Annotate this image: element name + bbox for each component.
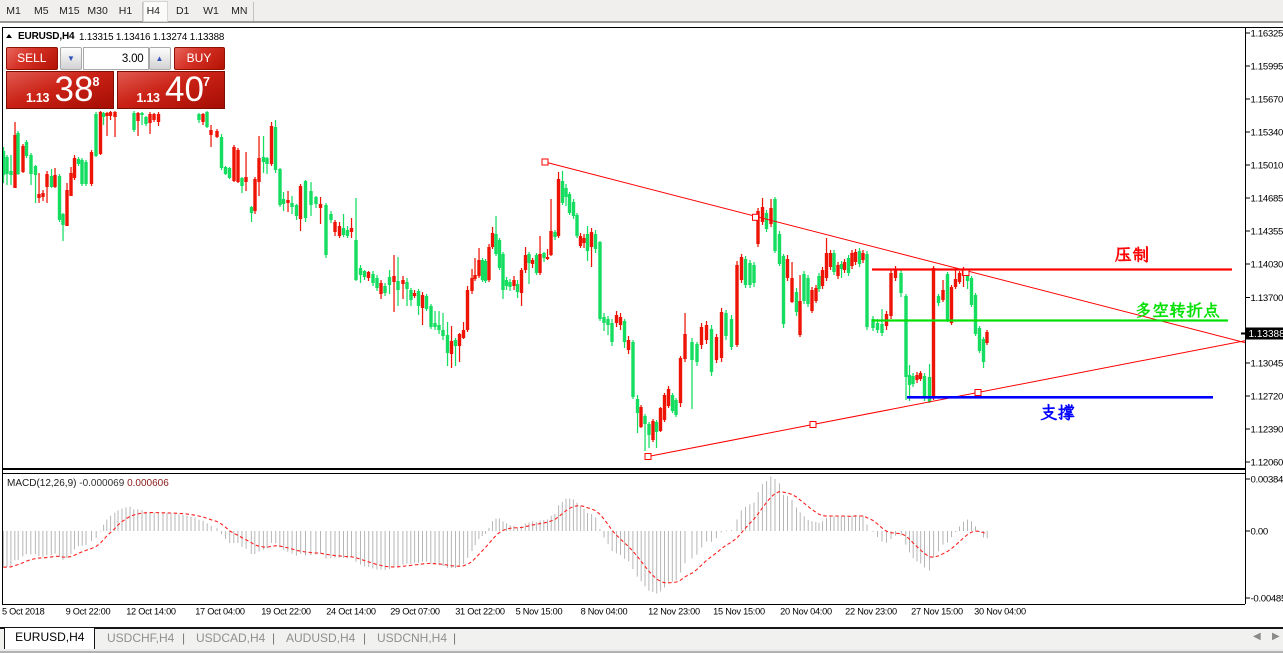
- svg-text:20 Nov 04:00: 20 Nov 04:00: [780, 607, 832, 617]
- svg-text:1.14685: 1.14685: [1251, 193, 1283, 204]
- svg-text:1.15010: 1.15010: [1251, 160, 1283, 171]
- svg-text:1.14030: 1.14030: [1251, 259, 1283, 270]
- svg-text:1.13700: 1.13700: [1251, 293, 1283, 304]
- svg-text:27 Nov 15:00: 27 Nov 15:00: [911, 607, 963, 617]
- svg-text:0.003847: 0.003847: [1251, 474, 1283, 485]
- svg-text:1.13388: 1.13388: [1249, 329, 1283, 340]
- svg-text:24 Oct 14:00: 24 Oct 14:00: [326, 607, 376, 617]
- svg-text:29 Oct 07:00: 29 Oct 07:00: [390, 607, 440, 617]
- svg-text:1.15995: 1.15995: [1251, 61, 1283, 72]
- svg-text:12 Oct 14:00: 12 Oct 14:00: [126, 607, 176, 617]
- svg-text:17 Oct 04:00: 17 Oct 04:00: [195, 607, 245, 617]
- svg-text:9 Oct 22:00: 9 Oct 22:00: [66, 607, 111, 617]
- svg-text:5 Nov 15:00: 5 Nov 15:00: [516, 607, 563, 617]
- svg-text:1.12060: 1.12060: [1251, 457, 1283, 468]
- svg-text:19 Oct 22:00: 19 Oct 22:00: [261, 607, 311, 617]
- svg-text:1.15340: 1.15340: [1251, 127, 1283, 138]
- svg-text:1.15670: 1.15670: [1251, 94, 1283, 105]
- svg-text:30 Nov 04:00: 30 Nov 04:00: [974, 607, 1026, 617]
- svg-text:1.16325: 1.16325: [1251, 28, 1283, 39]
- svg-text:1.12390: 1.12390: [1251, 424, 1283, 435]
- svg-text:31 Oct 22:00: 31 Oct 22:00: [455, 607, 505, 617]
- svg-text:5 Oct 2018: 5 Oct 2018: [2, 607, 45, 617]
- svg-text:1.14355: 1.14355: [1251, 226, 1283, 237]
- svg-text:22 Nov 23:00: 22 Nov 23:00: [845, 607, 897, 617]
- svg-text:-0.00485: -0.00485: [1251, 593, 1283, 604]
- svg-text:1.13045: 1.13045: [1251, 358, 1283, 369]
- svg-text:12 Nov 23:00: 12 Nov 23:00: [648, 607, 700, 617]
- svg-text:0.00: 0.00: [1251, 526, 1268, 537]
- svg-text:1.12720: 1.12720: [1251, 391, 1283, 402]
- svg-text:15 Nov 15:00: 15 Nov 15:00: [713, 607, 765, 617]
- svg-text:8 Nov 04:00: 8 Nov 04:00: [581, 607, 628, 617]
